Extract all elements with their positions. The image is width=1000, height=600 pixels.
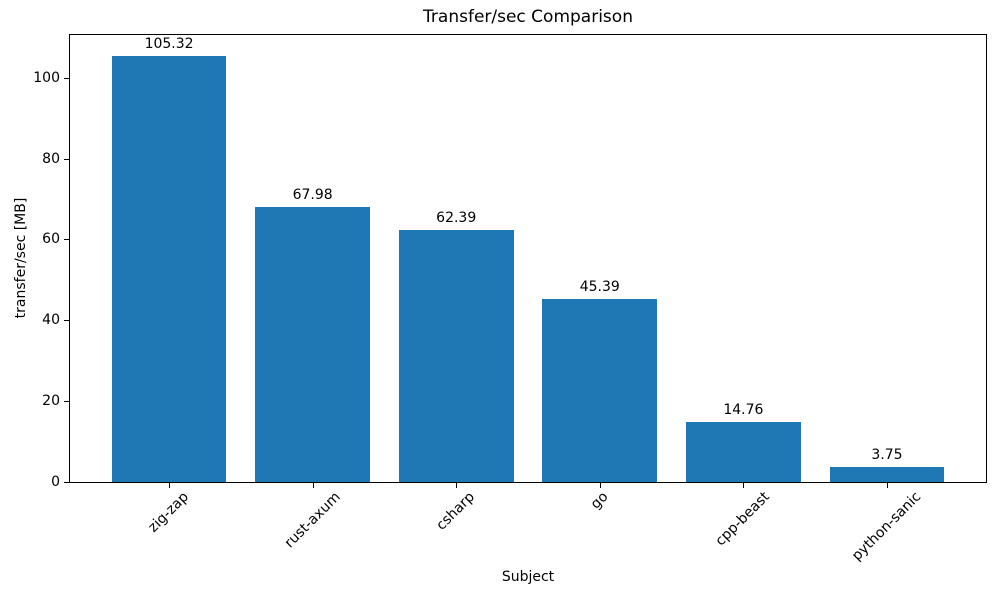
x-tick-label-cpp-beast: cpp-beast (712, 488, 774, 550)
y-tick-label-100: 100 (33, 69, 60, 86)
bar-value-label: 67.98 (292, 187, 333, 204)
bar-value-label: 62.39 (436, 209, 477, 226)
bar-python-sanic (829, 466, 945, 482)
y-tick-label-40: 40 (42, 312, 60, 329)
y-tick-mark (64, 482, 69, 483)
x-tick-label-go: go (587, 488, 612, 513)
bar-zig-zap (111, 56, 227, 482)
y-tick-label-60: 60 (42, 231, 60, 248)
y-tick-label-80: 80 (42, 150, 60, 167)
y-tick-mark (64, 158, 69, 160)
x-tick-mark (169, 483, 171, 488)
x-tick-mark (312, 483, 314, 488)
bar-value-label: 105.32 (144, 36, 194, 53)
y-tick-mark (64, 239, 69, 241)
y-tick-mark (64, 77, 69, 79)
bar-rust-axum (255, 207, 371, 482)
y-tick-label-20: 20 (42, 393, 60, 410)
bar-value-label: 14.76 (723, 402, 764, 419)
x-tick-label-rust-axum: rust-axum (281, 489, 344, 552)
y-tick-mark (64, 401, 69, 403)
bar-value-label: 45.39 (579, 278, 620, 295)
x-tick-mark (456, 483, 458, 488)
y-tick-mark (64, 320, 69, 322)
x-tick-mark (743, 483, 745, 488)
x-tick-mark (886, 483, 888, 488)
bar-go (542, 298, 658, 482)
x-tick-label-python-sanic: python-sanic (848, 488, 925, 565)
chart-title: Transfer/sec Comparison (423, 7, 633, 27)
bar-value-label: 3.75 (871, 446, 903, 463)
x-axis-label: Subject (501, 569, 555, 585)
bar-cpp-beast (685, 422, 801, 482)
plot-area: 105.32 67.98 62.39 45.39 14.76 3.75 (69, 34, 987, 483)
x-tick-label-zig-zap: zig-zap (145, 489, 193, 536)
bar-csharp (398, 229, 514, 482)
x-tick-label-csharp: csharp (433, 488, 479, 534)
y-axis-label: transfer/sec [MB] (13, 197, 29, 319)
x-tick-mark (599, 483, 601, 488)
y-tick-label-0: 0 (51, 474, 60, 490)
